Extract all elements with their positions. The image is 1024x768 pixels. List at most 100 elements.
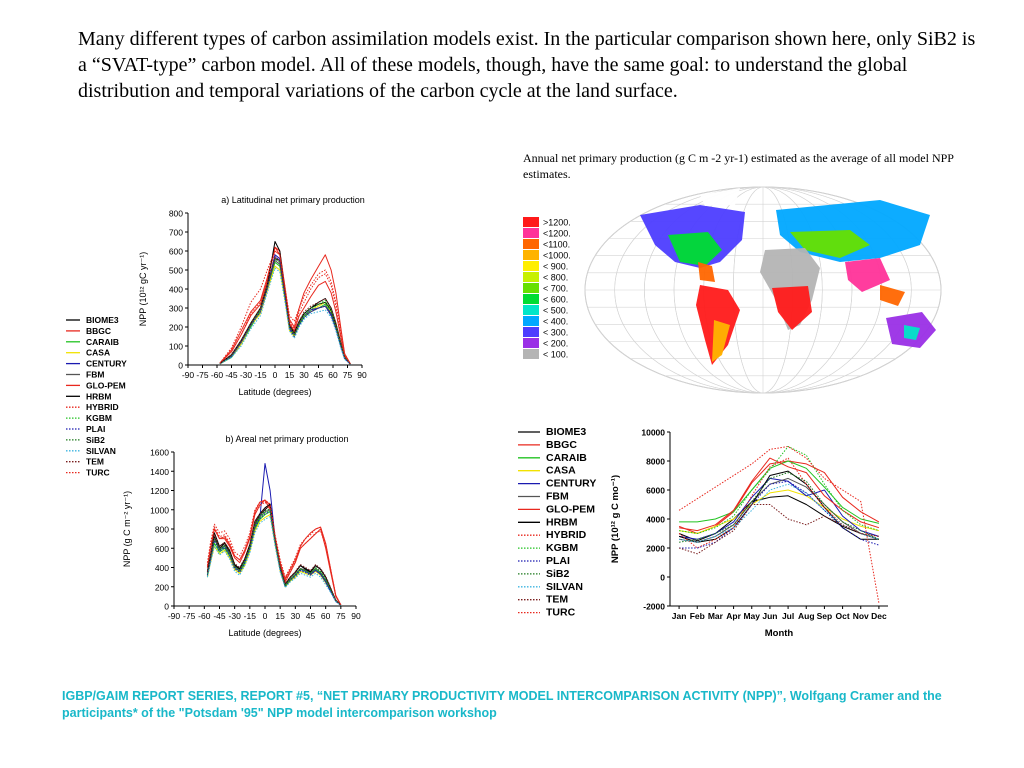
x-tick-label: 15	[285, 370, 295, 380]
y-axis-label: NPP (g C m⁻² yr⁻¹)	[122, 491, 132, 567]
series-line-sib2	[679, 472, 880, 543]
x-tick-label: -90	[182, 370, 195, 380]
series-line-tem	[219, 256, 351, 365]
series-line-turc	[219, 250, 351, 365]
y-tick-label: 800	[155, 525, 169, 535]
y-tick-label: 0	[660, 573, 665, 583]
x-tick-label: Jul	[782, 611, 794, 621]
series-line-bbgc	[678, 460, 880, 534]
series-line-hybrid	[678, 457, 879, 549]
x-tick-label: Oct	[835, 611, 849, 621]
map-legend-label: < 300.	[543, 328, 568, 338]
x-tick-label: -75	[183, 611, 196, 621]
legend-label-silvan: SILVAN	[546, 581, 583, 593]
legend-label-hybrid: HYBRID	[86, 402, 119, 412]
map-legend-label: < 400.	[543, 317, 568, 327]
x-axis-label: Latitude (degrees)	[238, 387, 311, 397]
legend-label-caraib: CARAIB	[86, 337, 119, 347]
series-line-plai	[679, 480, 880, 549]
x-tick-label: Jan	[672, 611, 687, 621]
chart-title: b) Areal net primary production	[225, 434, 348, 444]
x-tick-label: -60	[211, 370, 224, 380]
map-land-region	[880, 285, 905, 306]
y-axis-label: NPP (10¹² gC yr⁻¹)	[138, 252, 148, 327]
y-tick-label: 600	[155, 544, 169, 554]
map-legend-label: < 800.	[543, 273, 568, 283]
x-tick-label: Aug	[798, 611, 815, 621]
x-tick-label: 75	[336, 611, 346, 621]
map-legend-swatch	[523, 294, 539, 304]
map-land-region	[698, 262, 715, 282]
map-land-region	[668, 232, 722, 266]
legend-label-hrbm: HRBM	[86, 391, 112, 401]
series-line-hybrid	[219, 250, 351, 365]
x-tick-label: 90	[357, 370, 367, 380]
series-line-silvan	[219, 267, 351, 365]
map-land-region	[712, 320, 730, 362]
y-tick-label: 1200	[150, 486, 169, 496]
map-legend-swatch	[523, 239, 539, 249]
y-tick-label: 400	[155, 563, 169, 573]
map-legend-swatch	[523, 261, 539, 271]
legend-label-hrbm: HRBM	[546, 516, 578, 528]
map-legend-swatch	[523, 228, 539, 238]
y-tick-label: 1400	[150, 467, 169, 477]
legend-label-glo-pem: GLO-PEM	[546, 503, 595, 515]
x-tick-label: 30	[291, 611, 301, 621]
y-tick-label: 200	[169, 323, 183, 333]
x-axis-label: Month	[765, 628, 794, 639]
map-legend-swatch	[523, 349, 539, 359]
series-line-fbm	[679, 477, 880, 543]
legend-label-turc: TURC	[546, 607, 576, 619]
map-caption: Annual net primary production (g C m -2 …	[523, 151, 954, 181]
map-meridian	[584, 186, 942, 394]
map-legend-label: <1100.	[543, 240, 570, 250]
y-tick-label: 0	[164, 602, 169, 612]
legend-label-glo-pem: GLO-PEM	[86, 380, 126, 390]
legend-label-bbgc: BBGC	[546, 439, 577, 451]
x-tick-label: 45	[314, 370, 324, 380]
series-line-glo-pem	[219, 246, 351, 365]
map-land-region	[845, 258, 890, 292]
y-tick-label: 600	[169, 247, 183, 257]
chart-title: a) Latitudinal net primary production	[221, 195, 365, 205]
y-tick-label: 6000	[646, 486, 665, 496]
x-tick-label: Nov	[853, 611, 869, 621]
legend-label-casa: CASA	[546, 465, 576, 477]
legend-label-sib2: SiB2	[546, 568, 570, 580]
x-tick-label: Jun	[762, 611, 777, 621]
map-legend-swatch	[523, 338, 539, 348]
x-tick-label: 30	[299, 370, 309, 380]
y-tick-label: 10000	[641, 428, 665, 438]
right-model-legend: BIOME3BBGCCARAIBCASACENTURYFBMGLO-PEMHRB…	[518, 426, 596, 619]
legend-label-plai: PLAI	[86, 424, 105, 434]
series-line-sib2	[206, 508, 342, 606]
y-tick-label: 500	[169, 266, 183, 276]
map-land-region	[790, 230, 870, 258]
y-tick-label: -2000	[643, 602, 665, 612]
y-tick-label: 200	[155, 582, 169, 592]
series-line-bbgc	[219, 246, 351, 365]
legend-label-silvan: SILVAN	[86, 446, 116, 456]
x-tick-label: 75	[343, 370, 353, 380]
y-tick-label: 700	[169, 228, 183, 238]
x-tick-label: Apr	[726, 611, 741, 621]
map-land-region	[904, 325, 920, 340]
series-line-turc	[678, 446, 880, 604]
x-tick-label: 0	[273, 370, 278, 380]
legend-label-century: CENTURY	[546, 478, 596, 490]
map-legend-swatch	[523, 327, 539, 337]
x-tick-label: -30	[229, 611, 242, 621]
x-tick-label: -75	[196, 370, 209, 380]
y-tick-label: 1600	[150, 448, 169, 458]
map-legend-swatch	[523, 283, 539, 293]
map-legend-label: < 700.	[543, 284, 568, 294]
x-tick-label: 15	[275, 611, 285, 621]
legend-label-hybrid: HYBRID	[546, 529, 587, 541]
x-tick-label: Mar	[708, 611, 724, 621]
x-tick-label: 0	[263, 611, 268, 621]
legend-label-casa: CASA	[86, 348, 110, 358]
y-tick-label: 400	[169, 285, 183, 295]
